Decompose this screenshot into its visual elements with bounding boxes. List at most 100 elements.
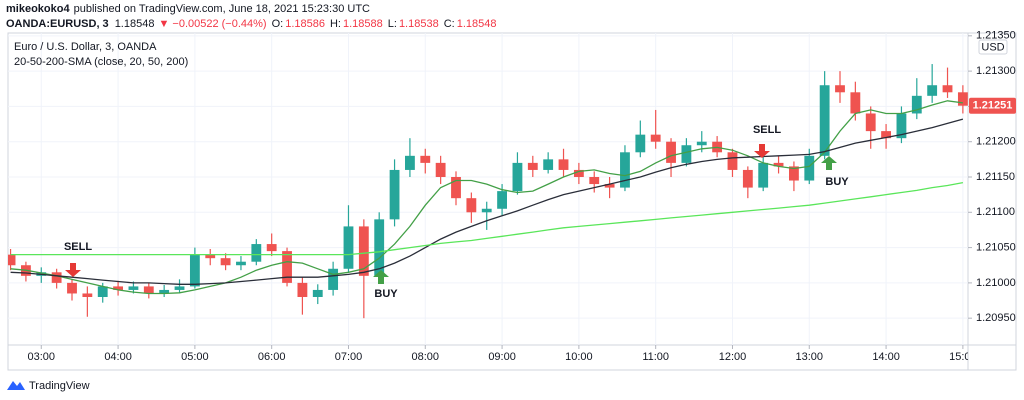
candle-body <box>174 286 185 290</box>
logo-icon <box>7 381 25 390</box>
candle-body <box>297 282 308 297</box>
low-value: 1.18538 <box>399 18 439 30</box>
candle-body <box>435 162 446 177</box>
candle-body <box>405 155 415 170</box>
signal-arrow <box>754 144 770 158</box>
candle-body <box>67 282 77 294</box>
signal-label: SELL <box>64 241 92 253</box>
candle-body <box>942 85 953 93</box>
candle-body <box>128 286 139 290</box>
x-tick-label: 09:00 <box>488 351 516 363</box>
candle-body <box>758 162 769 188</box>
candle-body <box>850 92 861 114</box>
price: 1.18548 <box>115 18 155 30</box>
candle-body <box>282 251 292 283</box>
candle-body <box>420 155 431 163</box>
candle-body <box>696 141 707 146</box>
y-tick-label: 1.21150 <box>976 171 1015 183</box>
candle-body <box>589 177 600 185</box>
candle-body <box>727 152 738 170</box>
grid <box>8 33 968 345</box>
y-tick-label: 1.21000 <box>976 277 1016 289</box>
indicator-label: 20-50-200-SMA (close, 20, 50, 200) <box>14 56 188 68</box>
y-tick-label: 1.20950 <box>976 312 1016 324</box>
change: ▼ −0.00522 (−0.44%) <box>158 18 266 30</box>
candle-body <box>8 254 16 266</box>
price-badge <box>969 97 1016 114</box>
symbol: OANDA:EURUSD, 3 <box>6 18 109 30</box>
candle-body <box>911 95 922 114</box>
symbol-line: OANDA:EURUSD, 3 1.18548 ▼ −0.00522 (−0.44%… <box>6 18 496 30</box>
x-tick-label: 05:00 <box>181 351 209 363</box>
candle-body <box>389 169 400 220</box>
l-label: L: <box>388 18 397 30</box>
y-tick-label: 1.21300 <box>976 65 1016 77</box>
frame <box>7 32 1017 371</box>
y-tick-label: 1.21100 <box>976 206 1015 218</box>
open-value: 1.18586 <box>285 18 325 30</box>
candle-body <box>957 92 968 106</box>
candle-body <box>881 131 891 139</box>
sma-line <box>10 100 963 295</box>
candle-body <box>558 159 569 170</box>
candle-body <box>113 286 123 290</box>
x-tick-label: 04:00 <box>104 351 132 363</box>
candle-body <box>666 141 676 163</box>
candle-body <box>374 219 385 276</box>
y-tick-label: 1.21050 <box>976 241 1016 253</box>
publish-line: mikeokoko4 published on TradingView.com, … <box>6 3 370 15</box>
candle-body <box>328 268 339 290</box>
price-badge-label: 1.21251 <box>973 100 1013 112</box>
signal-label: BUY <box>825 176 849 188</box>
candle-body <box>343 226 354 269</box>
candle-body <box>789 166 799 181</box>
candle-body <box>82 293 93 297</box>
x-tick-label: 08:00 <box>412 351 440 363</box>
candle-body <box>466 198 477 213</box>
o-label: O: <box>272 18 284 30</box>
candle-body <box>927 85 938 96</box>
published: published on TradingView.com, June 18, 2… <box>74 3 370 15</box>
candle-body <box>650 134 661 142</box>
candle-body <box>865 113 876 132</box>
sma-line <box>10 181 964 256</box>
candle-body <box>205 254 216 259</box>
candle-body <box>527 162 538 170</box>
x-tick-label: 12:00 <box>719 351 747 363</box>
x-tick-label: 03:00 <box>28 351 56 363</box>
candle-body <box>681 145 692 163</box>
signal-label: BUY <box>374 288 398 300</box>
candle-body <box>358 226 369 276</box>
y-tick-label: 1.21350 <box>976 30 1016 42</box>
candle-body <box>896 113 907 139</box>
candle-body <box>835 85 845 93</box>
x-tick-label: 14:00 <box>872 351 900 363</box>
candle-body <box>97 286 108 297</box>
x-tick-labels: 03:00 04:00 05:00 06:00 07:00 08:00 09:00 10:00… <box>28 351 977 363</box>
x-tick-label: 07:00 <box>335 351 363 363</box>
c-label: C: <box>444 18 455 30</box>
candle-body <box>451 177 461 199</box>
candle-body <box>819 85 830 156</box>
logo <box>7 381 25 390</box>
candle-body <box>573 169 584 177</box>
candle-body <box>620 152 630 188</box>
candle-body <box>159 289 170 294</box>
close-value: 1.18548 <box>457 18 497 30</box>
candle-body <box>236 261 246 266</box>
candle-body <box>497 191 507 209</box>
candle-body <box>635 134 646 153</box>
candle-body <box>266 244 277 252</box>
x-tick-label: 15:00 <box>949 351 977 363</box>
h-label: H: <box>330 18 341 30</box>
candle-body <box>189 254 200 287</box>
candle-body <box>220 258 231 266</box>
chart-title: Euro / U.S. Dollar, 3, OANDA <box>14 41 157 53</box>
candle-body <box>51 272 62 283</box>
x-tick-label: 10:00 <box>565 351 593 363</box>
candle-body <box>251 244 262 262</box>
candle-body <box>804 155 815 181</box>
candle-body <box>742 169 753 188</box>
